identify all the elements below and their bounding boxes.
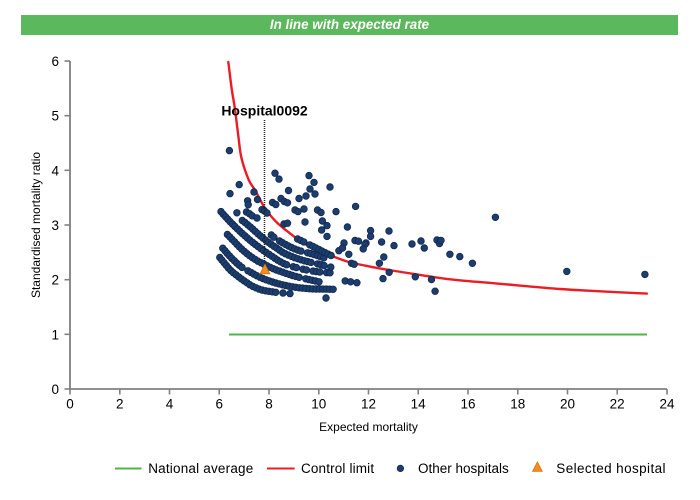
svg-text:20: 20 (560, 397, 575, 412)
svg-text:1: 1 (51, 327, 59, 342)
svg-text:16: 16 (460, 397, 475, 412)
svg-text:0: 0 (66, 397, 74, 412)
svg-text:2: 2 (51, 273, 59, 288)
svg-text:Control limit: Control limit (301, 461, 374, 476)
svg-text:Selected hospital: Selected hospital (556, 461, 666, 476)
svg-text:Standardised mortality ratio: Standardised mortality ratio (29, 152, 43, 298)
svg-text:6: 6 (215, 397, 223, 412)
svg-text:4: 4 (51, 163, 59, 178)
svg-text:24: 24 (659, 397, 675, 412)
svg-text:10: 10 (311, 397, 326, 412)
svg-text:12: 12 (361, 397, 376, 412)
svg-text:8: 8 (265, 397, 273, 412)
svg-text:22: 22 (610, 397, 625, 412)
svg-text:Expected mortality: Expected mortality (319, 420, 418, 434)
svg-text:2: 2 (116, 397, 124, 412)
svg-text:National average: National average (148, 461, 253, 476)
svg-text:Hospital0092: Hospital0092 (221, 103, 308, 119)
svg-text:14: 14 (411, 397, 427, 412)
svg-text:18: 18 (510, 397, 525, 412)
svg-text:4: 4 (166, 397, 174, 412)
svg-text:3: 3 (51, 218, 59, 233)
svg-text:Other hospitals: Other hospitals (418, 461, 509, 476)
svg-text:0: 0 (51, 382, 59, 397)
svg-text:6: 6 (51, 54, 59, 69)
svg-text:5: 5 (51, 109, 59, 124)
